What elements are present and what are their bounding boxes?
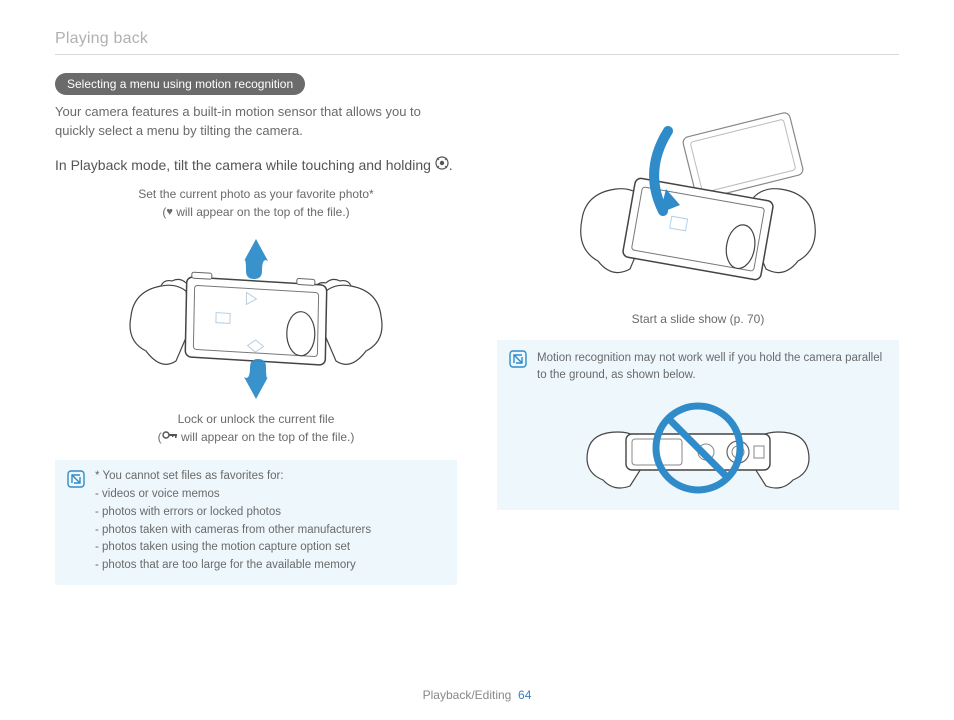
note-icon bbox=[67, 470, 85, 488]
instruction-pre: In Playback mode, tilt the camera while … bbox=[55, 157, 435, 173]
caption-fav-post: will appear on the top of the file.) bbox=[173, 205, 350, 219]
key-icon bbox=[162, 430, 178, 446]
illustration-tilt-rotate bbox=[497, 101, 899, 301]
footer-section: Playback/Editing bbox=[423, 688, 512, 702]
intro-text: Your camera features a built-in motion s… bbox=[55, 103, 457, 141]
caption-lock-post: will appear on the top of the file.) bbox=[178, 430, 355, 444]
illustration-parallel-warning bbox=[509, 390, 887, 500]
caption-slideshow: Start a slide show (p. 70) bbox=[497, 311, 899, 328]
note-motion-text: Motion recognition may not work well if … bbox=[537, 350, 887, 383]
subsection-pill: Selecting a menu using motion recognitio… bbox=[55, 73, 305, 95]
note-list: videos or voice memos photos with errors… bbox=[95, 486, 371, 575]
note-item: photos taken using the motion capture op… bbox=[95, 539, 371, 557]
page-footer: Playback/Editing 64 bbox=[0, 688, 954, 702]
footer-page-number: 64 bbox=[518, 688, 531, 702]
caption-favorite: Set the current photo as your favorite p… bbox=[55, 186, 457, 221]
note-item: photos taken with cameras from other man… bbox=[95, 522, 371, 540]
caption-favorite-line2: (♥ will appear on the top of the file.) bbox=[55, 204, 457, 221]
instruction-post: . bbox=[449, 157, 453, 173]
note-content: * You cannot set files as favorites for:… bbox=[95, 470, 371, 575]
right-column: Start a slide show (p. 70) Motion recogn… bbox=[497, 73, 899, 585]
caption-lock-line2: ( will appear on the top of the file.) bbox=[55, 429, 457, 446]
instruction-text: In Playback mode, tilt the camera while … bbox=[55, 155, 457, 177]
note-item: photos that are too large for the availa… bbox=[95, 557, 371, 575]
left-column: Selecting a menu using motion recognitio… bbox=[55, 73, 457, 585]
caption-favorite-line1: Set the current photo as your favorite p… bbox=[55, 186, 457, 203]
caption-lock: Lock or unlock the current file ( will a… bbox=[55, 411, 457, 446]
section-header: Playing back bbox=[55, 30, 899, 55]
caption-lock-line1: Lock or unlock the current file bbox=[55, 411, 457, 428]
content-columns: Selecting a menu using motion recognitio… bbox=[55, 73, 899, 585]
motion-hold-icon bbox=[435, 155, 449, 176]
illustration-tilt-vertical bbox=[55, 231, 457, 401]
note-item: photos with errors or locked photos bbox=[95, 504, 371, 522]
note-icon bbox=[509, 350, 527, 368]
note-box-motion: Motion recognition may not work well if … bbox=[497, 340, 899, 509]
note-intro: * You cannot set files as favorites for: bbox=[95, 470, 371, 482]
note-box-favorites: * You cannot set files as favorites for:… bbox=[55, 460, 457, 585]
note-item: videos or voice memos bbox=[95, 486, 371, 504]
